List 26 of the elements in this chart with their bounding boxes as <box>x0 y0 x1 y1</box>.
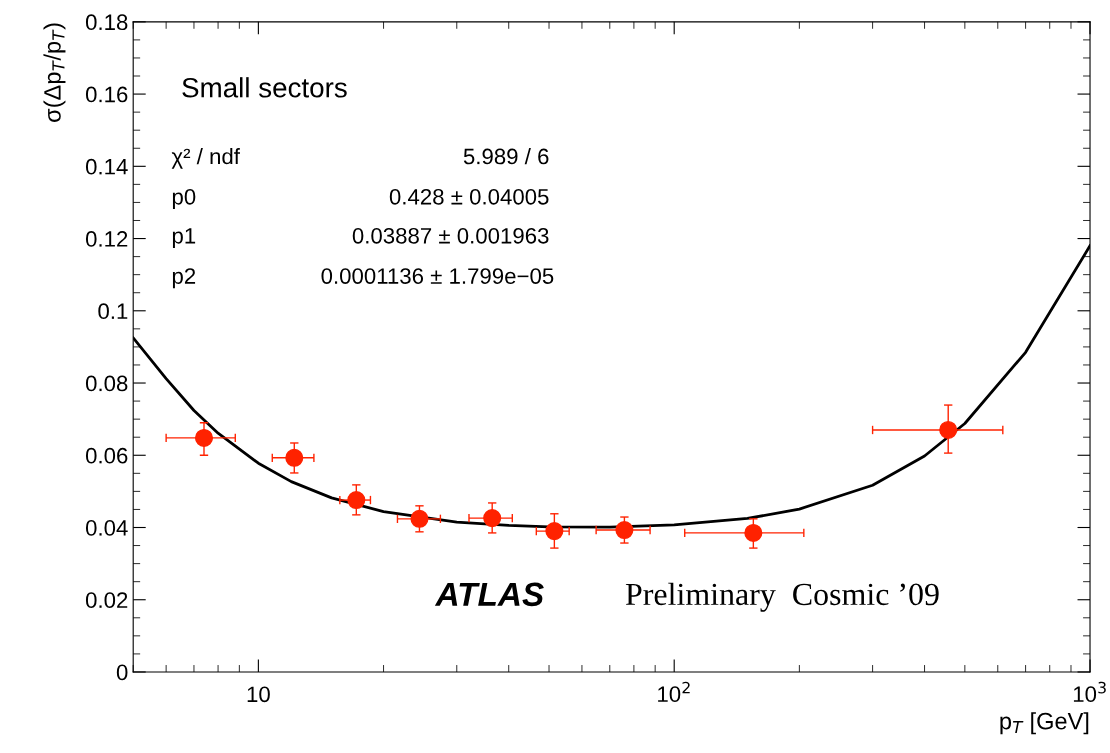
annotation: 0.0001136 ± 1.799e−05 <box>321 268 554 284</box>
x-axis-title: p$_{T}$ [GeV] <box>1000 712 1089 735</box>
y-tick-label: 0.1 <box>98 303 128 320</box>
annotation: 0.03887 ± 0.001963 <box>352 227 549 244</box>
y-tick-label: 0 <box>116 664 128 681</box>
y-axis-title: σ(Δp$_{T}$/p$_{T}$) <box>43 23 66 122</box>
x-tick-label: 10 <box>247 686 270 703</box>
y-tick-label: 0.18 <box>85 14 128 31</box>
annotation: p2 <box>172 268 196 289</box>
y-tick-label: 0.06 <box>85 447 128 464</box>
annotation: Small sectors <box>182 77 347 98</box>
annotation: Preliminary Cosmic ’09 <box>625 582 939 612</box>
y-tick-label: 0.04 <box>85 520 128 536</box>
y-tick-label: 0.16 <box>85 86 128 103</box>
annotation: p1 <box>172 228 196 249</box>
x-tick-label: 10$^{3}$ <box>1073 681 1106 703</box>
y-tick-label: 0.02 <box>85 592 128 609</box>
y-tick-label: 0.08 <box>85 375 128 392</box>
annotation: χ² / ndf <box>171 148 240 169</box>
x-tick-label: 10$^{2}$ <box>658 681 690 703</box>
y-tick-label: 0.14 <box>85 158 128 175</box>
annotation: ATLAS <box>434 582 544 607</box>
y-tick-label: 0.12 <box>85 231 128 247</box>
annotation: 0.428 ± 0.04005 <box>389 188 549 205</box>
annotation: p0 <box>172 188 196 210</box>
annotation: 5.989 / 6 <box>463 148 549 165</box>
